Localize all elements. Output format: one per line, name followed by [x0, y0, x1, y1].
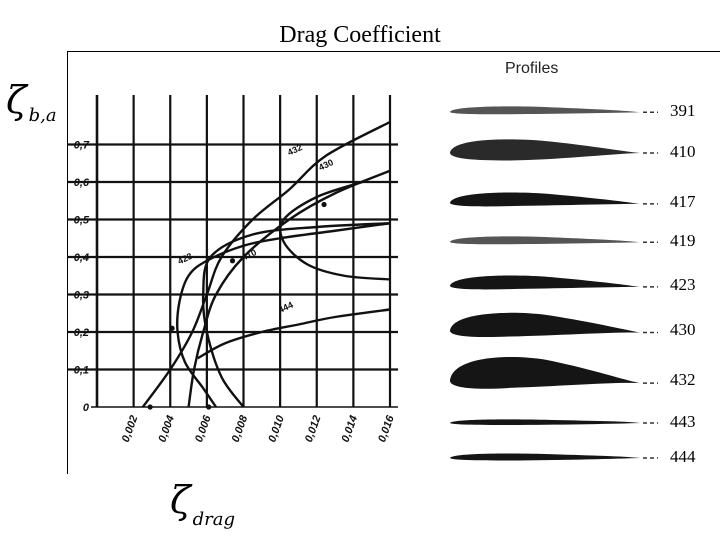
curve-marker [321, 201, 327, 208]
profile-shape [450, 236, 640, 245]
y-tick-label: 0,4 [74, 252, 89, 264]
profile-number-443: 443 [670, 412, 696, 431]
profile-shape [450, 106, 640, 115]
series-curve [197, 308, 391, 360]
y-axis-label: ζ b,a [6, 78, 57, 126]
profiles-title: Profiles [505, 60, 559, 77]
x-axis-symbol: ζ [170, 478, 191, 522]
y-axis-symbol: ζ [6, 78, 27, 122]
curve-marker [229, 258, 236, 264]
y-axis-subscript: b,a [28, 105, 57, 126]
x-tick-label: 0,016 [376, 413, 397, 444]
x-axis-label: ζ drag [170, 478, 235, 530]
y-tick-label: 0,7 [74, 140, 90, 152]
curve-marker [147, 404, 153, 410]
series-curve [201, 222, 391, 408]
profile-number-430: 430 [670, 320, 696, 339]
profile-shape [450, 356, 640, 389]
series-curve [187, 169, 391, 408]
series-curve [176, 222, 391, 408]
profile-shape [450, 453, 640, 461]
y-tick-label: 0,2 [74, 327, 89, 339]
x-tick-label: 0,006 [193, 413, 214, 444]
profiles-panel [450, 106, 658, 461]
profile-shape [450, 192, 640, 207]
profile-shape [450, 312, 640, 338]
series-curve [279, 180, 391, 281]
y-tick-label: 0,5 [74, 215, 90, 227]
frame-top-line [67, 51, 720, 52]
frame-left-line [67, 51, 68, 474]
profile-shape [450, 419, 640, 425]
page-title: Drag Coefficient [279, 22, 441, 48]
y-tick-label: 0 [83, 402, 90, 414]
profile-number-410: 410 [670, 142, 696, 161]
profile-number-417: 417 [670, 192, 696, 211]
curve-marker [169, 325, 175, 331]
profile-number-432: 432 [670, 370, 696, 389]
x-tick-label: 0,004 [156, 414, 177, 444]
y-tick-label: 0,1 [74, 365, 89, 377]
x-axis-subscript: drag [192, 509, 235, 530]
curve-label: 423 [176, 251, 194, 266]
x-tick-label: 0,014 [340, 414, 361, 444]
profile-number-419: 419 [670, 231, 696, 250]
profile-number-391: 391 [670, 101, 696, 120]
x-tick-label: 0,002 [120, 414, 141, 444]
series-curve [141, 120, 391, 408]
x-tick-label: 0,010 [266, 413, 287, 444]
x-tick-label: 0,012 [303, 414, 324, 444]
x-tick-label: 0,008 [230, 413, 251, 444]
profile-shape [450, 139, 640, 161]
curve-marker [206, 404, 212, 410]
y-tick-label: 0,6 [74, 177, 90, 189]
profile-number-423: 423 [670, 275, 696, 294]
y-tick-label: 0,3 [74, 290, 89, 302]
profile-shape [450, 275, 640, 290]
profile-number-444: 444 [670, 447, 696, 466]
